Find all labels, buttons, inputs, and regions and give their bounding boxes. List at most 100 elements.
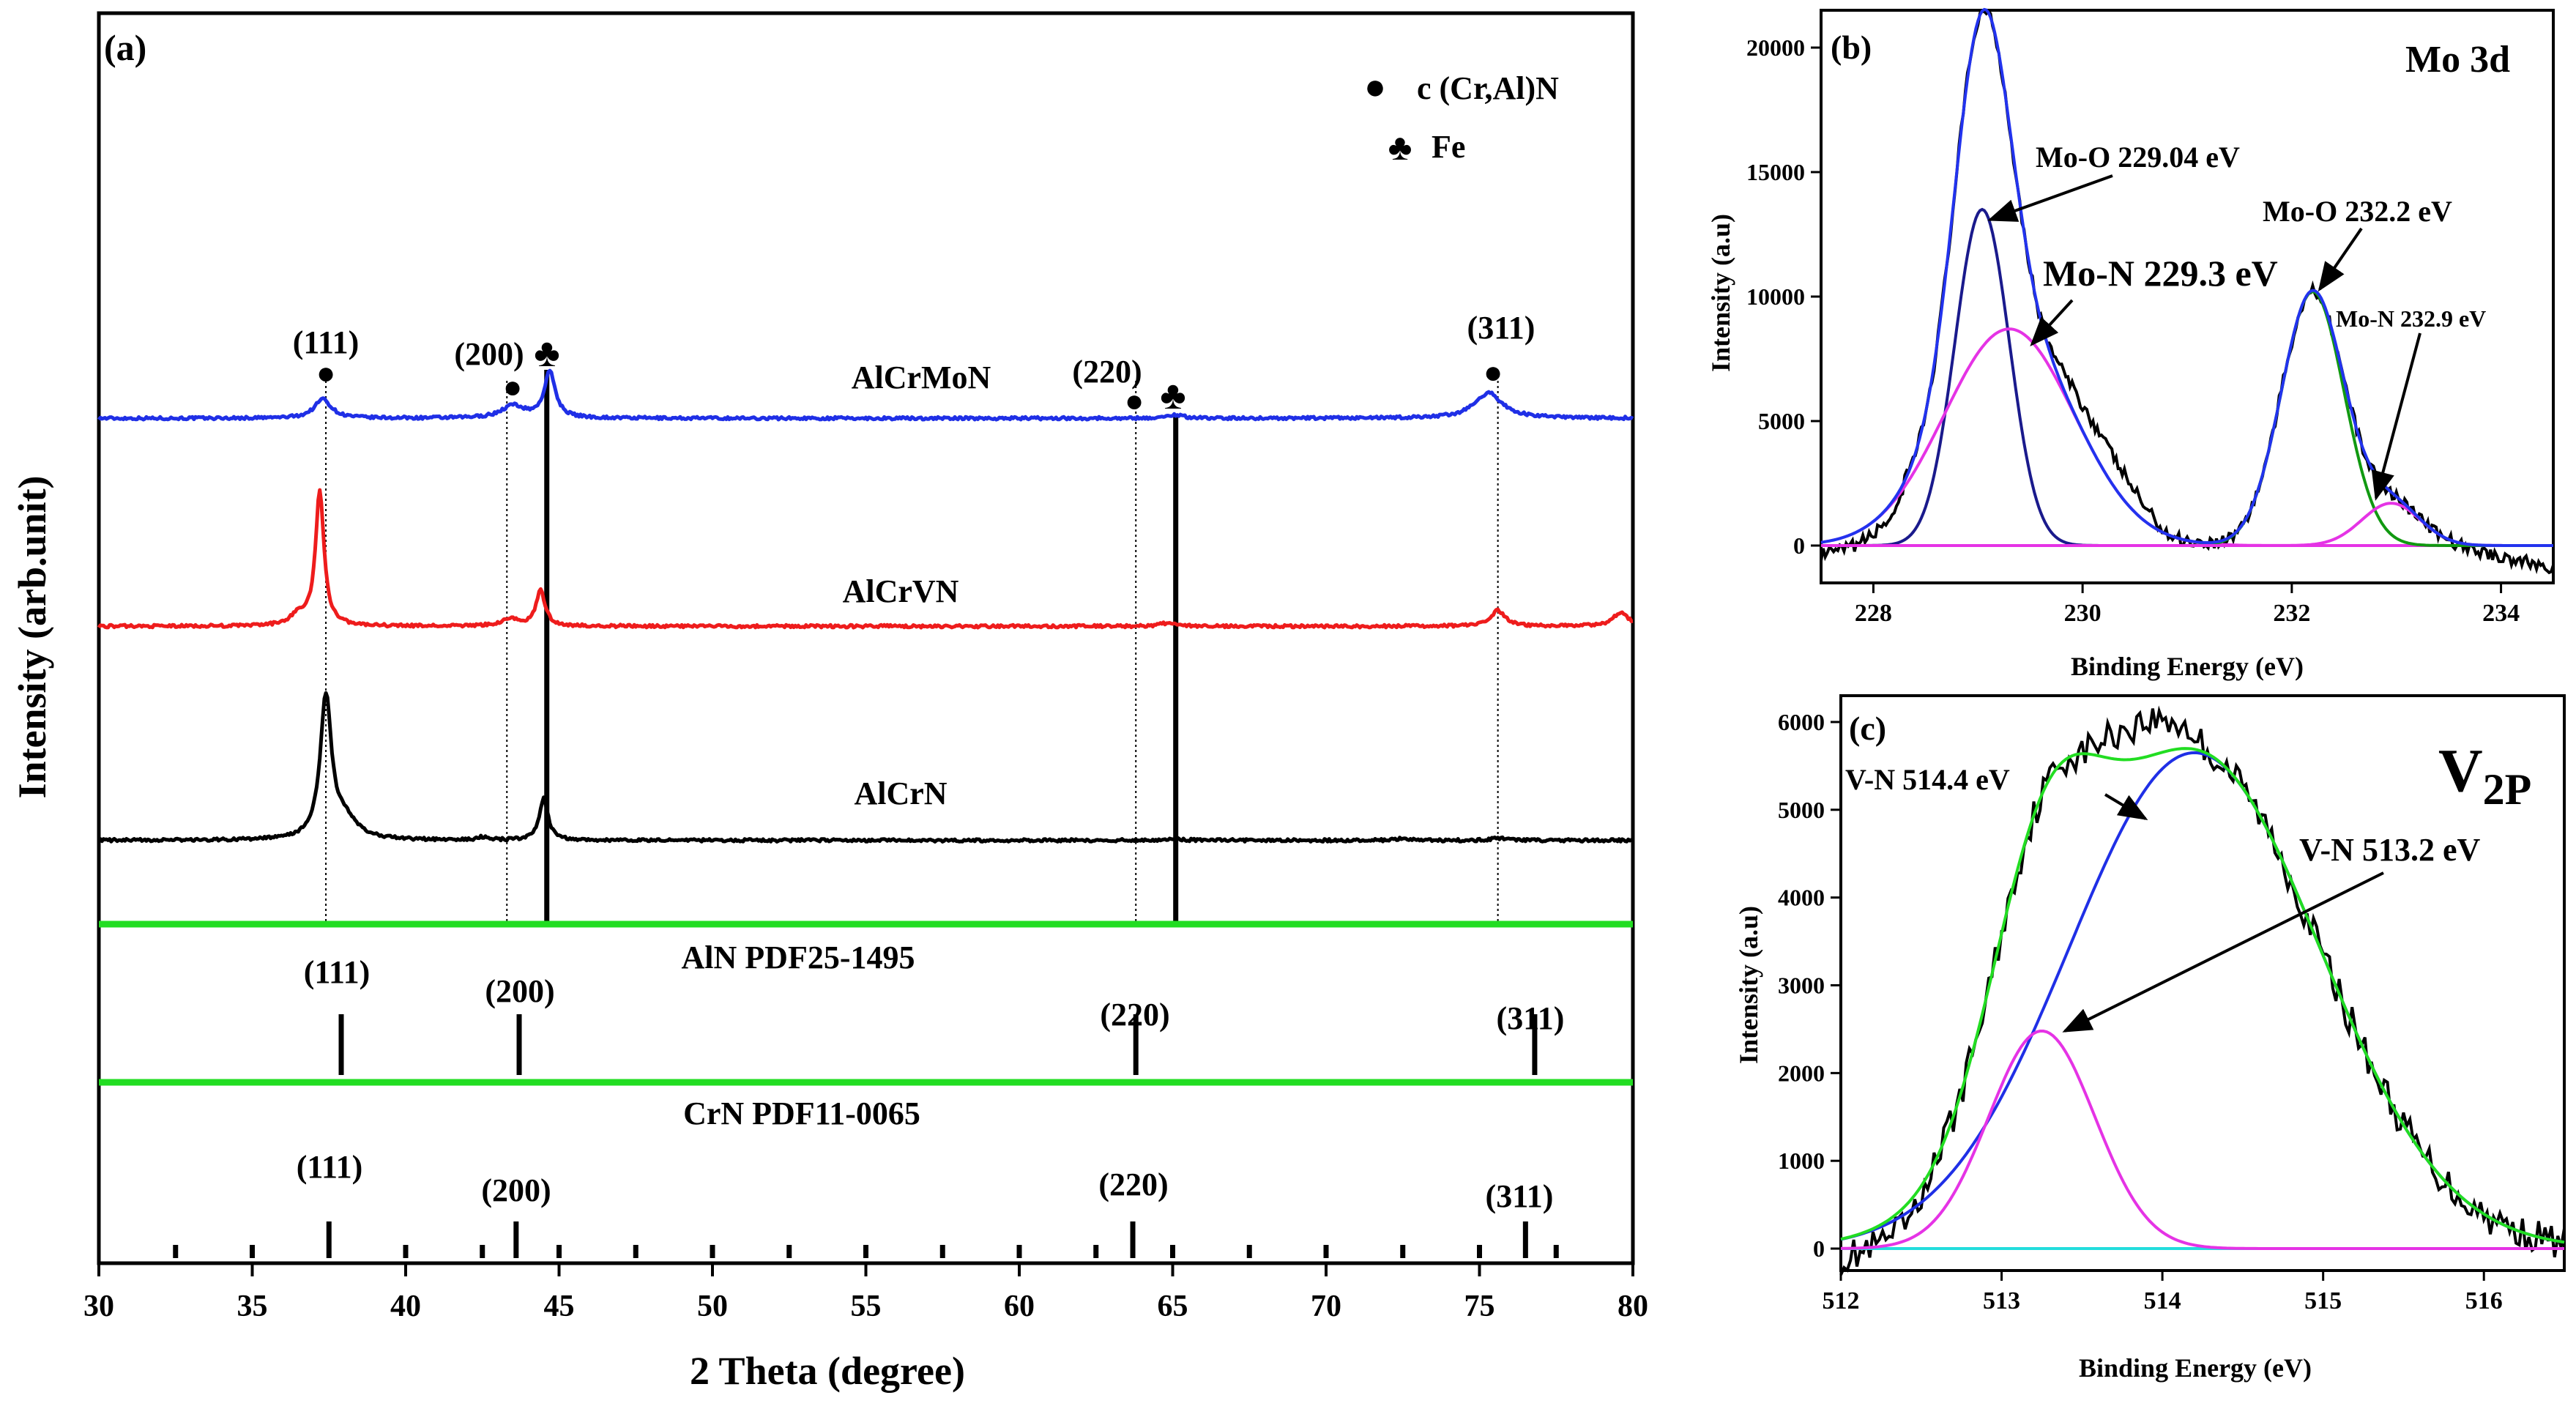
ref-name-aln: AlN PDF25-1495 bbox=[682, 940, 915, 975]
b-y-tick-label-10000: 10000 bbox=[1746, 283, 1805, 310]
panel-c-title-main: V bbox=[2438, 737, 2483, 805]
legend-symbol-fe: ♣ bbox=[1388, 127, 1412, 168]
x-tick-label-45: 45 bbox=[544, 1290, 575, 1323]
xrd-curves bbox=[97, 368, 1634, 844]
panel-c-axes: 512 513 514 515 516 0 1000 2000 3000 4000 5000 6000 bbox=[1778, 709, 2503, 1314]
b-y-tick-label-20000: 20000 bbox=[1746, 34, 1805, 61]
c-x-tick-label-512: 512 bbox=[1823, 1287, 1860, 1314]
b-y-tick-label-5000: 5000 bbox=[1758, 408, 1805, 434]
arrow-vn-514 bbox=[2104, 793, 2148, 821]
x-tick-label-35: 35 bbox=[237, 1290, 268, 1323]
c-component-1 bbox=[1841, 1030, 2564, 1250]
panel-c-xlabel: Binding Energy (eV) bbox=[2079, 1353, 2312, 1383]
series-label-alcrn: AlCrN bbox=[854, 775, 947, 811]
x-tick-label-65: 65 bbox=[1158, 1290, 1188, 1323]
b-x-tick-label-228: 228 bbox=[1855, 600, 1892, 627]
annot-mon-232: Mo-N 232.9 eV bbox=[2336, 305, 2486, 332]
xrd-curve-alcrvn bbox=[97, 488, 1634, 630]
legend-label-cubic: c (Cr,Al)N bbox=[1417, 70, 1559, 106]
panel-b-frame bbox=[1820, 9, 2555, 584]
x-tick-label-80: 80 bbox=[1618, 1290, 1648, 1323]
marker-fe-44: ♣ bbox=[534, 331, 559, 375]
c-y-tick-label-4000: 4000 bbox=[1778, 885, 1825, 911]
panel-a-label: (a) bbox=[104, 27, 146, 68]
c-x-tick-label-513: 513 bbox=[1983, 1287, 2020, 1314]
arrow-moo-229 bbox=[1987, 174, 2113, 222]
arrow-mon-229 bbox=[2030, 299, 2074, 346]
legend-symbol-cubic: ● bbox=[1364, 66, 1386, 107]
arrow-moo-232 bbox=[2318, 227, 2363, 292]
panel-b-ylabel: Intensity (a.u) bbox=[1706, 214, 1735, 372]
marker-cubic-311: ● bbox=[1484, 354, 1503, 390]
peak-label-111: (111) bbox=[293, 324, 359, 360]
series-label-alcrmon: AlCrMoN bbox=[852, 360, 991, 395]
panel-b-label: (b) bbox=[1831, 29, 1872, 66]
c-x-tick-label-515: 515 bbox=[2304, 1287, 2342, 1314]
peak-label-220: (220) bbox=[1072, 354, 1142, 390]
c-x-tick-label-516: 516 bbox=[2465, 1287, 2503, 1314]
b-envelope bbox=[1820, 7, 2553, 547]
arrow-vn-513 bbox=[2062, 871, 2384, 1033]
annot-mon-229: Mo-N 229.3 eV bbox=[2043, 253, 2278, 294]
marker-cubic-111: ● bbox=[316, 355, 336, 391]
crn-stick-label-220: (220) bbox=[1098, 1167, 1168, 1202]
c-y-tick-label-0: 0 bbox=[1813, 1235, 1825, 1262]
crn-stick-label-200: (200) bbox=[481, 1172, 551, 1208]
c-y-tick-label-5000: 5000 bbox=[1778, 797, 1825, 823]
marker-fe-65: ♣ bbox=[1160, 373, 1185, 417]
panel-c-frame bbox=[1839, 694, 2566, 1272]
crn-stick-label-111: (111) bbox=[297, 1149, 362, 1185]
aln-stick-label-200: (200) bbox=[485, 973, 554, 1009]
c-envelope bbox=[1840, 747, 2565, 1244]
ref-name-crn: CrN PDF11-0065 bbox=[683, 1096, 920, 1131]
panel-c-curves bbox=[1839, 705, 2566, 1276]
panel-b-curves bbox=[1820, 7, 2555, 575]
b-y-tick-label-15000: 15000 bbox=[1746, 159, 1805, 185]
x-tick-label-75: 75 bbox=[1464, 1290, 1495, 1323]
b-component-1 bbox=[1820, 327, 2553, 547]
panel-a-xrd: 30 35 40 45 50 55 60 65 70 75 80 (a) 2 Theta (degr… bbox=[10, 11, 1648, 1393]
panel-c-v2p: 512 513 514 515 516 0 1000 2000 3000 4000 5000 6000… bbox=[1734, 694, 2566, 1383]
xrd-curve-alcrmon bbox=[97, 368, 1634, 422]
marker-cubic-220: ● bbox=[1125, 383, 1144, 419]
c-x-tick-label-514: 514 bbox=[2144, 1287, 2181, 1314]
x-tick-label-60: 60 bbox=[1004, 1290, 1035, 1323]
aln-stick-label-111: (111) bbox=[304, 954, 370, 990]
b-x-tick-label-234: 234 bbox=[2482, 600, 2520, 627]
annot-moo-232: Mo-O 232.2 eV bbox=[2263, 195, 2452, 228]
xrd-curve-alcrn bbox=[97, 691, 1634, 844]
marker-cubic-200: ● bbox=[503, 369, 523, 405]
c-y-tick-label-3000: 3000 bbox=[1778, 972, 1825, 998]
peak-label-311: (311) bbox=[1467, 310, 1535, 346]
panel-a-frame bbox=[97, 11, 1635, 1265]
panel-c-ylabel: Intensity (a.u) bbox=[1734, 906, 1763, 1064]
aln-stick-label-220: (220) bbox=[1100, 997, 1169, 1033]
panel-b-xlabel: Binding Energy (eV) bbox=[2071, 652, 2304, 681]
x-tick-label-55: 55 bbox=[851, 1290, 882, 1323]
panel-b-mo3d: 228 230 232 234 0 5000 10000 15000 20000 (b) Mo … bbox=[1706, 7, 2555, 681]
b-y-tick-label-0: 0 bbox=[1793, 532, 1805, 559]
panel-b-axes: 228 230 232 234 0 5000 10000 15000 20000 bbox=[1746, 34, 2520, 627]
panel-c-label: (c) bbox=[1849, 710, 1886, 747]
annot-vn-513: V-N 513.2 eV bbox=[2299, 832, 2480, 868]
peak-label-200: (200) bbox=[454, 336, 524, 372]
x-tick-label-50: 50 bbox=[697, 1290, 728, 1323]
annot-vn-514: V-N 514.4 eV bbox=[1845, 763, 2010, 796]
panel-a-ylabel: Intensity (arb.unit) bbox=[10, 475, 54, 798]
c-component-0 bbox=[1840, 751, 2565, 1244]
x-tick-label-30: 30 bbox=[83, 1290, 114, 1323]
legend-label-fe: Fe bbox=[1432, 129, 1465, 165]
panel-b-title: Mo 3d bbox=[2405, 39, 2510, 81]
panel-c-title: V2P bbox=[2438, 737, 2531, 814]
panel-a-xlabel: 2 Theta (degree) bbox=[690, 1349, 965, 1393]
c-y-tick-label-1000: 1000 bbox=[1778, 1148, 1825, 1174]
x-tick-label-70: 70 bbox=[1311, 1290, 1341, 1323]
aln-stick-label-311: (311) bbox=[1497, 1000, 1565, 1036]
series-label-alcrvn: AlCrVN bbox=[843, 573, 959, 609]
c-y-tick-label-6000: 6000 bbox=[1778, 709, 1825, 735]
c-y-tick-label-2000: 2000 bbox=[1778, 1060, 1825, 1086]
crn-stick-label-311: (311) bbox=[1486, 1178, 1554, 1214]
panel-a-x-axis: 30 35 40 45 50 55 60 65 70 75 80 bbox=[83, 1263, 1648, 1323]
b-x-tick-label-230: 230 bbox=[2064, 600, 2102, 627]
